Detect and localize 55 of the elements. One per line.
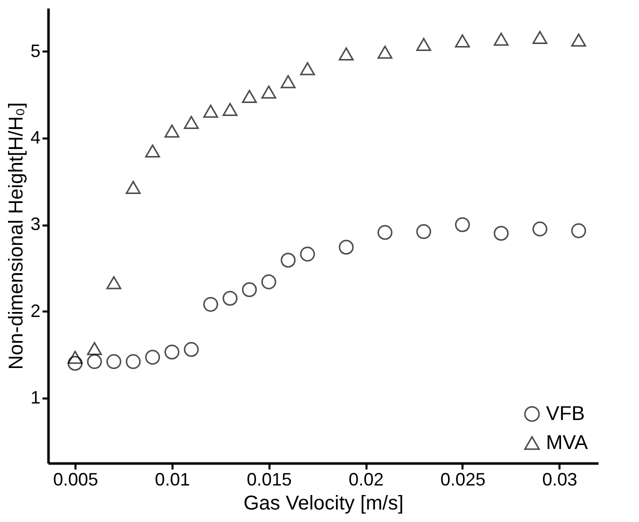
point (68, 356, 83, 371)
point (300, 62, 315, 76)
point (126, 354, 141, 370)
point (416, 224, 432, 240)
point (280, 252, 296, 268)
point (416, 38, 432, 51)
y-tick-label: 1 (30, 388, 40, 408)
point (68, 350, 83, 364)
x-tick-label: 0.01 (154, 470, 190, 490)
x-tick-label: 0.015 (246, 470, 292, 490)
point (532, 222, 548, 236)
point (87, 342, 102, 356)
point (532, 30, 548, 44)
point (261, 86, 276, 99)
point (261, 274, 276, 290)
y-axis-title: Non-dimensional Height[H/H₀] (5, 102, 28, 370)
point (571, 34, 586, 47)
point (145, 144, 160, 158)
point (242, 90, 257, 103)
point (494, 32, 509, 46)
point (106, 276, 122, 290)
point (203, 296, 218, 312)
x-axis-title: Gas Velocity [m/s] (243, 492, 404, 514)
y-tick-label: 4 (30, 128, 40, 148)
x-tick-label: 0.005 (53, 470, 98, 490)
point (145, 350, 160, 365)
point (164, 344, 180, 360)
point (571, 223, 586, 238)
legend-label: VFB (546, 403, 585, 425)
point (454, 34, 470, 48)
point (338, 240, 354, 255)
point (222, 102, 238, 116)
point (280, 75, 296, 88)
point (184, 116, 199, 129)
point (106, 354, 122, 370)
point (378, 46, 392, 59)
point (378, 225, 392, 240)
x-tick-label: 0.025 (440, 470, 486, 490)
point (222, 290, 238, 306)
point (300, 246, 315, 262)
x-tick-label: 0.03 (542, 470, 578, 490)
point (494, 226, 509, 241)
y-tick-label: 3 (30, 214, 40, 234)
point (338, 47, 354, 60)
point (203, 104, 218, 118)
point (184, 342, 199, 357)
y-tick-label: 2 (30, 300, 40, 321)
point (242, 282, 257, 298)
point (87, 354, 102, 370)
y-tick-label: 5 (30, 40, 40, 61)
point (454, 217, 470, 232)
point (126, 180, 141, 194)
point (164, 124, 180, 138)
x-tick-label: 0.02 (348, 470, 384, 490)
legend-label: MVA (546, 432, 589, 454)
